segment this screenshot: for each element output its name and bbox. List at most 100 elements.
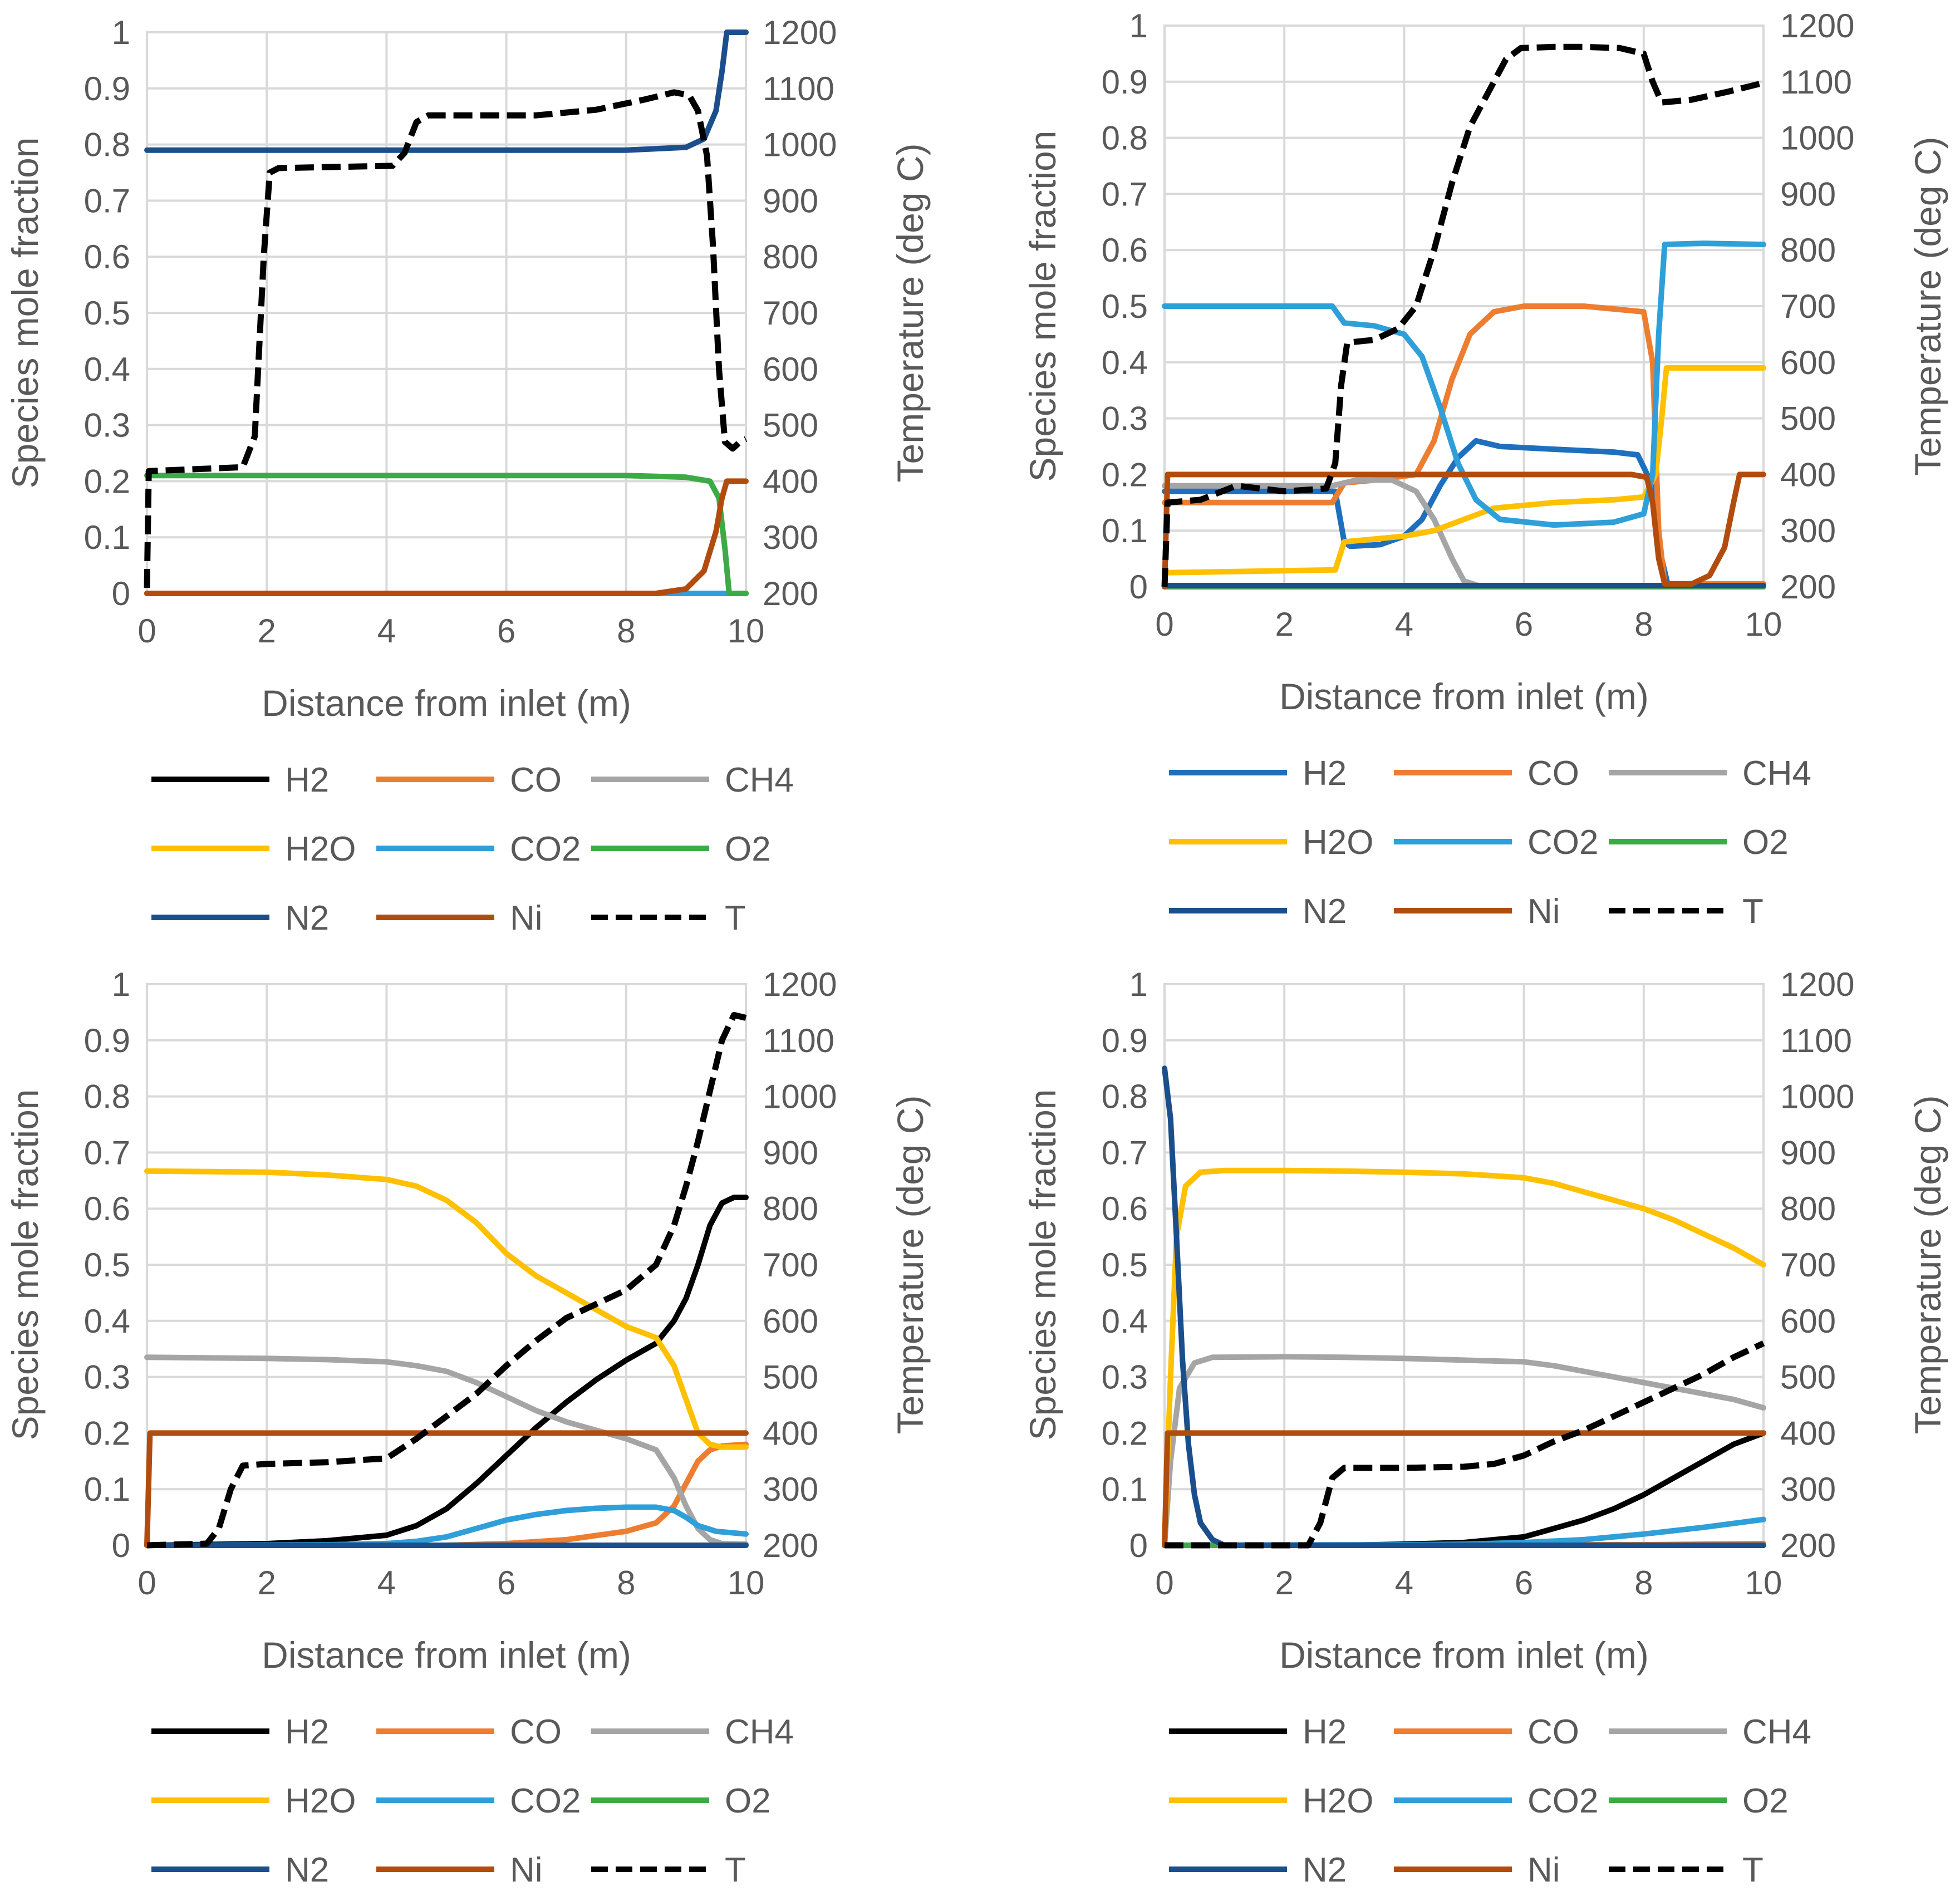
y2-tick-label: 1200 [763, 966, 837, 1003]
x-axis-title: Distance from inlet (m) [1279, 1634, 1649, 1676]
chart-panel-top-right: 00.10.20.30.40.50.60.70.80.9120030040050… [1022, 7, 1948, 931]
legend-label: CO [510, 761, 562, 799]
y-axis-title: Species mole fraction [1022, 1089, 1063, 1441]
y2-tick-label: 800 [763, 1190, 818, 1227]
y2-tick-label: 1100 [763, 1022, 834, 1059]
legend-item-h2o: H2O [151, 1782, 356, 1820]
legend-item-h2: H2 [1169, 1713, 1347, 1751]
x-tick-label: 0 [1155, 1564, 1173, 1602]
y-tick-label: 0.4 [1102, 344, 1148, 381]
series-line-co [144, 1441, 749, 1548]
y2-tick-label: 1100 [1780, 1022, 1852, 1059]
x-tick-label: 2 [1275, 1564, 1294, 1602]
y-tick-label: 0.8 [1102, 1078, 1148, 1116]
legend-label: CH4 [1742, 754, 1811, 793]
chart-panel-bottom-right: 00.10.20.30.40.50.60.70.80.9120030040050… [1022, 966, 1948, 1889]
series-line-ni [144, 478, 749, 596]
y-tick-label: 0.3 [1102, 400, 1148, 438]
legend-label: H2O [1303, 1782, 1373, 1820]
x-tick-label: 0 [137, 612, 156, 650]
legend-item-t: T [591, 899, 746, 937]
legend-label: H2O [285, 1782, 356, 1820]
x-tick-label: 8 [617, 612, 635, 650]
y-tick-label: 0.5 [1102, 1246, 1148, 1284]
x-tick-label: 6 [497, 612, 515, 650]
chart-panel-bottom-left: 00.10.20.30.40.50.60.70.80.9120030040050… [4, 966, 931, 1889]
legend-label: O2 [725, 830, 771, 868]
x-tick-label: 6 [497, 1564, 515, 1602]
x-tick-label: 6 [1515, 1564, 1533, 1602]
series-line-t [1161, 43, 1765, 587]
y2-tick-label: 300 [1780, 1471, 1836, 1508]
legend-item-h2: H2 [1169, 754, 1347, 793]
y2-tick-label: 600 [763, 351, 818, 388]
y-tick-label: 0.2 [1102, 1414, 1148, 1452]
y-tick-label: 0.4 [1102, 1303, 1148, 1340]
legend-item-t: T [591, 1851, 746, 1889]
y-tick-label: 0.3 [1102, 1359, 1148, 1396]
legend-item-co2: CO2 [376, 1782, 581, 1820]
legend-label: CO [510, 1713, 562, 1751]
legend-label: CO [1527, 754, 1579, 793]
y2-tick-label: 1000 [1780, 120, 1854, 157]
legend-label: H2 [1303, 754, 1347, 793]
x-tick-label: 10 [728, 612, 765, 650]
y2-tick-label: 1100 [763, 70, 834, 107]
y-tick-label: 0.7 [84, 182, 130, 219]
legend-item-co: CO [1394, 1713, 1579, 1751]
x-tick-label: 8 [1634, 606, 1653, 643]
y-tick-label: 0.7 [1102, 1134, 1148, 1171]
legend-label: T [725, 899, 746, 937]
y-tick-label: 0.7 [1102, 175, 1148, 213]
y2-tick-label: 200 [763, 1527, 818, 1564]
x-tick-label: 2 [1275, 606, 1294, 643]
y-tick-label: 0.5 [84, 294, 130, 332]
legend-item-ni: Ni [376, 899, 543, 937]
y2-axis-title: Temperature (deg C) [890, 1096, 931, 1435]
y2-tick-label: 800 [1780, 232, 1836, 269]
legend-label: O2 [1742, 1782, 1789, 1820]
series-line-ni [144, 1430, 749, 1548]
y-tick-label: 0.8 [84, 126, 130, 164]
x-tick-label: 10 [1745, 606, 1782, 643]
series-line-n2 [144, 30, 749, 153]
y-tick-label: 0.5 [1102, 288, 1148, 325]
x-tick-label: 0 [1155, 606, 1173, 643]
series-line-ch4 [1162, 1354, 1766, 1548]
x-axis-title: Distance from inlet (m) [262, 1634, 631, 1676]
legend: H2 CO CH4 H2O CO2 O2 N2 Ni T [1169, 754, 1811, 931]
legend-item-ni: Ni [376, 1851, 543, 1889]
series-line-ni [1162, 1430, 1766, 1548]
legend-item-ch4: CH4 [1609, 754, 1811, 793]
y-tick-label: 0 [112, 575, 130, 612]
y2-tick-label: 200 [763, 575, 818, 612]
y-tick-label: 0.9 [1102, 63, 1148, 101]
series-group [1161, 43, 1766, 590]
series-line-o2 [144, 473, 749, 596]
legend-label: Ni [1527, 1851, 1560, 1889]
legend-label: N2 [285, 899, 329, 937]
series-line-t [144, 89, 748, 588]
y-tick-label: 0.4 [84, 1303, 130, 1340]
legend-label: N2 [285, 1851, 329, 1889]
legend-item-ni: Ni [1394, 892, 1560, 931]
legend-item-n2: N2 [1169, 892, 1347, 931]
x-tick-label: 4 [1395, 1564, 1413, 1602]
series-line-co2 [1162, 1516, 1766, 1548]
y2-tick-label: 1100 [1780, 63, 1852, 101]
y2-tick-label: 600 [1780, 1303, 1836, 1340]
y2-tick-label: 500 [763, 1359, 818, 1396]
y-tick-label: 0.1 [1102, 512, 1148, 549]
legend-item-o2: O2 [1609, 823, 1789, 862]
y-tick-label: 0.2 [84, 463, 130, 500]
legend-item-o2: O2 [591, 1782, 771, 1820]
legend-item-o2: O2 [1609, 1782, 1789, 1820]
y2-tick-label: 900 [763, 182, 818, 219]
y2-tick-label: 700 [1780, 288, 1836, 325]
y2-tick-label: 400 [763, 1414, 818, 1452]
x-tick-label: 6 [1515, 606, 1533, 643]
y2-tick-label: 600 [763, 1303, 818, 1340]
legend-item-h2: H2 [151, 761, 329, 799]
x-axis-title: Distance from inlet (m) [262, 682, 631, 724]
y2-axis-title: Temperature (deg C) [1907, 137, 1948, 476]
